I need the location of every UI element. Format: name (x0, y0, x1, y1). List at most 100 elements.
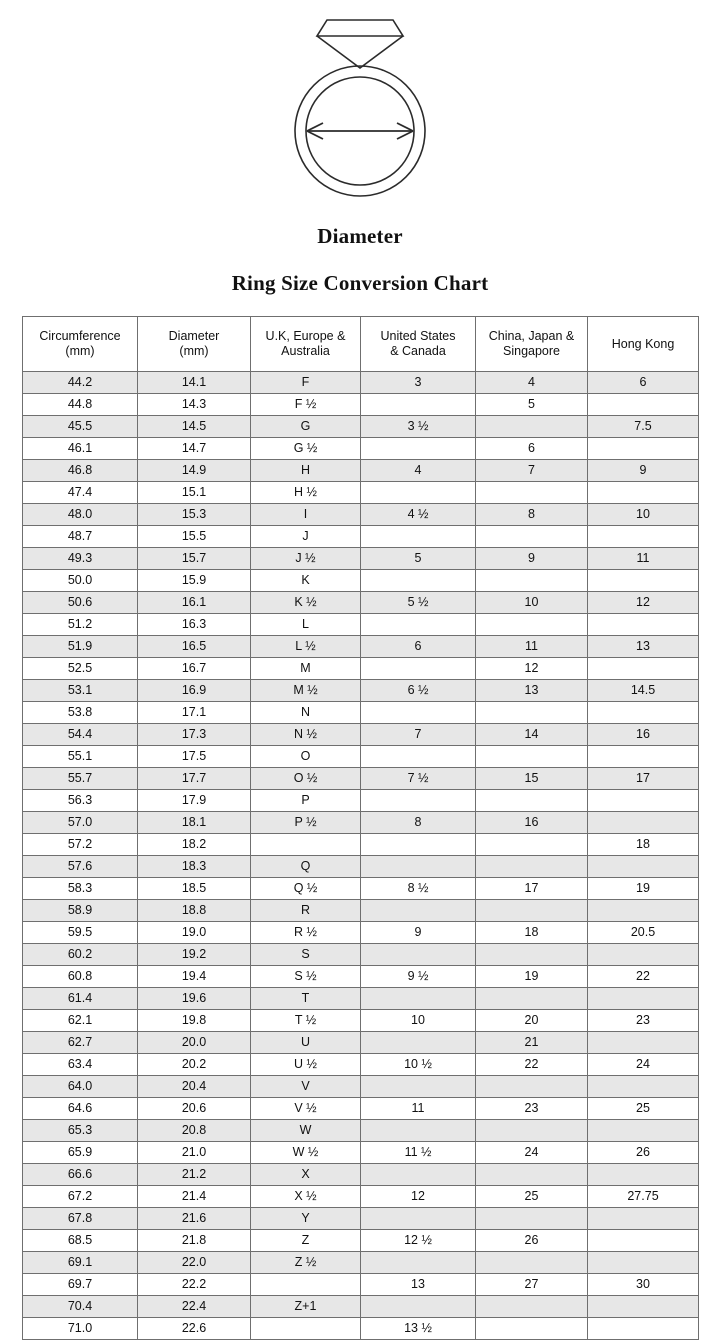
cell-china-japan-singapore: 5 (475, 393, 588, 417)
cell-diameter: 16.1 (137, 591, 251, 615)
cell-hong-kong: 16 (587, 723, 699, 747)
cell-uk-europe-australia: X (250, 1163, 361, 1187)
cell-uk-europe-australia: U (250, 1031, 361, 1055)
cell-united-states-canada: 6 (360, 635, 476, 659)
cell-united-states-canada: 8 ½ (360, 877, 476, 901)
cell-uk-europe-australia: P (250, 789, 361, 813)
cell-united-states-canada (360, 701, 476, 725)
column-header-cn-line2: Singapore (503, 344, 560, 359)
cell-hong-kong: 9 (587, 459, 699, 483)
cell-china-japan-singapore: 11 (475, 635, 588, 659)
column-header-china-japan-singapore: China, Japan & Singapore (475, 316, 588, 373)
cell-circumference: 51.9 (22, 635, 138, 659)
cell-circumference: 57.2 (22, 833, 138, 857)
title-block: Diameter Ring Size Conversion Chart (0, 224, 720, 296)
table-row: 55.1 17.5 O (22, 745, 699, 769)
cell-united-states-canada (360, 1075, 476, 1099)
cell-circumference: 70.4 (22, 1295, 138, 1319)
cell-diameter: 15.9 (137, 569, 251, 593)
column-header-diameter: Diameter (mm) (137, 316, 251, 373)
cell-hong-kong (587, 1295, 699, 1319)
cell-hong-kong: 10 (587, 503, 699, 527)
cell-diameter: 15.1 (137, 481, 251, 505)
ring-size-conversion-table: Circumference (mm) Diameter (mm) U.K, Eu… (22, 316, 699, 1340)
cell-uk-europe-australia: V ½ (250, 1097, 361, 1121)
cell-circumference: 58.9 (22, 899, 138, 923)
cell-united-states-canada: 6 ½ (360, 679, 476, 703)
cell-china-japan-singapore: 18 (475, 921, 588, 945)
cell-hong-kong (587, 1119, 699, 1143)
cell-china-japan-singapore: 9 (475, 547, 588, 571)
cell-diameter: 20.8 (137, 1119, 251, 1143)
table-header: Circumference (mm) Diameter (mm) U.K, Eu… (22, 316, 699, 373)
cell-china-japan-singapore (475, 1251, 588, 1275)
cell-china-japan-singapore (475, 1119, 588, 1143)
table-row: 54.4 17.3 N ½ 7 14 16 (22, 723, 699, 747)
cell-united-states-canada: 3 ½ (360, 415, 476, 439)
column-header-cn-line1: China, Japan & (488, 328, 575, 343)
cell-united-states-canada: 9 (360, 921, 476, 945)
cell-diameter: 18.2 (137, 833, 251, 857)
cell-diameter: 16.5 (137, 635, 251, 659)
cell-circumference: 56.3 (22, 789, 138, 813)
table-row: 70.4 22.4 Z+1 (22, 1295, 699, 1319)
cell-hong-kong (587, 899, 699, 923)
cell-diameter: 14.9 (137, 459, 251, 483)
cell-uk-europe-australia: F ½ (250, 393, 361, 417)
cell-circumference: 65.3 (22, 1119, 138, 1143)
table-row: 57.0 18.1 P ½ 8 16 (22, 811, 699, 835)
cell-circumference: 50.0 (22, 569, 138, 593)
cell-united-states-canada (360, 437, 476, 461)
cell-circumference: 57.0 (22, 811, 138, 835)
cell-uk-europe-australia: F (250, 371, 361, 395)
table-row: 52.5 16.7 M 12 (22, 657, 699, 681)
cell-united-states-canada: 11 ½ (360, 1141, 476, 1165)
cell-circumference: 49.3 (22, 547, 138, 571)
table-row: 53.8 17.1 N (22, 701, 699, 725)
cell-diameter: 16.9 (137, 679, 251, 703)
cell-china-japan-singapore: 7 (475, 459, 588, 483)
table-row: 66.6 21.2 X (22, 1163, 699, 1187)
cell-circumference: 64.0 (22, 1075, 138, 1099)
cell-uk-europe-australia: P ½ (250, 811, 361, 835)
cell-china-japan-singapore (475, 613, 588, 637)
cell-diameter: 16.3 (137, 613, 251, 637)
cell-china-japan-singapore: 25 (475, 1185, 588, 1209)
table-row: 59.5 19.0 R ½ 9 18 20.5 (22, 921, 699, 945)
cell-china-japan-singapore (475, 899, 588, 923)
column-header-circumference-line2: (mm) (65, 344, 95, 359)
page-title: Ring Size Conversion Chart (231, 271, 489, 296)
table-row: 61.4 19.6 T (22, 987, 699, 1011)
cell-circumference: 48.7 (22, 525, 138, 549)
cell-diameter: 19.8 (137, 1009, 251, 1033)
cell-circumference: 64.6 (22, 1097, 138, 1121)
cell-china-japan-singapore: 24 (475, 1141, 588, 1165)
cell-united-states-canada (360, 789, 476, 813)
table-row: 62.7 20.0 U 21 (22, 1031, 699, 1055)
cell-circumference: 66.6 (22, 1163, 138, 1187)
table-row: 51.2 16.3 L (22, 613, 699, 637)
cell-uk-europe-australia: M ½ (250, 679, 361, 703)
cell-china-japan-singapore (475, 701, 588, 725)
diamond-crown-icon (315, 19, 405, 37)
cell-china-japan-singapore: 17 (475, 877, 588, 901)
cell-uk-europe-australia: Z ½ (250, 1251, 361, 1275)
cell-diameter: 20.4 (137, 1075, 251, 1099)
cell-diameter: 21.2 (137, 1163, 251, 1187)
cell-hong-kong (587, 1031, 699, 1055)
cell-uk-europe-australia: Q ½ (250, 877, 361, 901)
cell-diameter: 17.5 (137, 745, 251, 769)
cell-uk-europe-australia: V (250, 1075, 361, 1099)
table-row: 68.5 21.8 Z 12 ½ 26 (22, 1229, 699, 1253)
cell-hong-kong: 7.5 (587, 415, 699, 439)
table-row: 60.2 19.2 S (22, 943, 699, 967)
column-header-uk-europe-australia: U.K, Europe & Australia (250, 316, 361, 373)
cell-china-japan-singapore (475, 569, 588, 593)
cell-uk-europe-australia: N ½ (250, 723, 361, 747)
cell-circumference: 48.0 (22, 503, 138, 527)
cell-china-japan-singapore: 8 (475, 503, 588, 527)
cell-diameter: 18.1 (137, 811, 251, 835)
ring-outer-circle (294, 65, 426, 197)
